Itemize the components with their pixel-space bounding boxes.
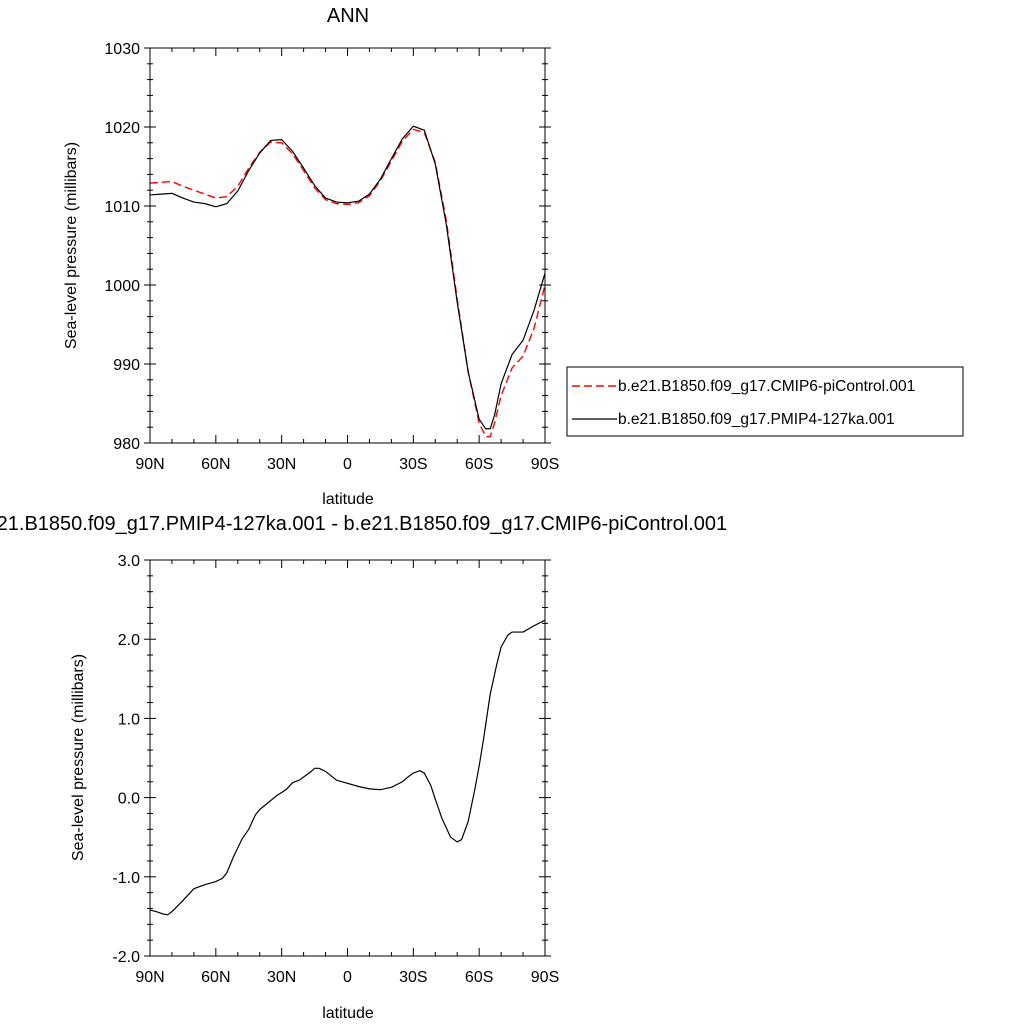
bottom-tick-marks [144,559,551,957]
y-tick-label: 1030 [104,41,140,58]
bottom-plot-frame [149,559,546,957]
x-tick-label: 90N [135,456,164,473]
y-tick-label: -2.0 [112,949,140,966]
y-tick-label: 980 [113,436,140,453]
x-tick-label: 60S [465,456,493,473]
y-tick-label: 1.0 [118,711,140,728]
x-tick-label: 0 [343,456,352,473]
y-tick-label: 990 [113,357,140,374]
series-line-dashed [149,128,546,438]
legend-box [566,366,964,437]
top-x-tick-labels: 90N 60N 30N 0 30S 60S 90S [135,456,559,473]
y-tick-label: 0.0 [118,791,140,808]
y-tick-label: 3.0 [118,553,140,570]
top-y-axis-label: Sea-level pressure (millibars) [63,142,80,349]
series-line-solid [149,125,546,430]
bottom-x-tick-labels: 90N 60N 30N 0 30S 60S 90S [135,969,559,986]
bottom-y-axis-label: Sea-level pressure (millibars) [70,654,87,861]
x-tick-label: 90N [135,969,164,986]
top-y-tick-labels: 1030 1020 1010 1000 990 980 [104,41,140,453]
y-tick-label: -1.0 [112,870,140,887]
x-tick-label: 30S [399,969,427,986]
y-tick-label: 1010 [104,199,140,216]
bottom-chart-title: b.e21.B1850.f09_g17.PMIP4-127ka.001 - b.… [0,513,727,535]
bottom-y-tick-labels: 3.0 2.0 1.0 0.0 -1.0 -2.0 [112,553,140,966]
x-tick-label: 90S [531,456,559,473]
x-tick-label: 90S [531,969,559,986]
y-tick-label: 1000 [104,278,140,295]
top-series-group [149,125,546,438]
top-panel: ANN 90N 60N 30N 0 30S 60S 90S 1030 1020 1010 1000… [63,5,964,508]
x-tick-label: 0 [343,969,352,986]
top-x-axis-label: latitude [322,491,374,508]
top-plot-frame [149,47,546,444]
legend-label-127ka: b.e21.B1850.f09_g17.PMIP4-127ka.001 [618,411,895,428]
bottom-x-axis-label: latitude [322,1005,374,1022]
x-tick-label: 30S [399,456,427,473]
x-tick-label: 30N [267,969,296,986]
bottom-series-group [149,619,546,916]
series-line-solid [149,619,546,916]
top-tick-marks [144,47,551,444]
legend-label-picontrol: b.e21.B1850.f09_g17.CMIP6-piControl.001 [618,378,915,395]
x-tick-label: 30N [267,456,296,473]
y-tick-label: 1020 [104,120,140,137]
bottom-panel: b.e21.B1850.f09_g17.PMIP4-127ka.001 - b.… [0,513,727,1022]
top-chart-title: ANN [327,5,369,27]
x-tick-label: 60N [201,456,230,473]
legend: b.e21.B1850.f09_g17.CMIP6-piControl.001 … [566,366,964,437]
y-tick-label: 2.0 [118,632,140,649]
x-tick-label: 60N [201,969,230,986]
x-tick-label: 60S [465,969,493,986]
